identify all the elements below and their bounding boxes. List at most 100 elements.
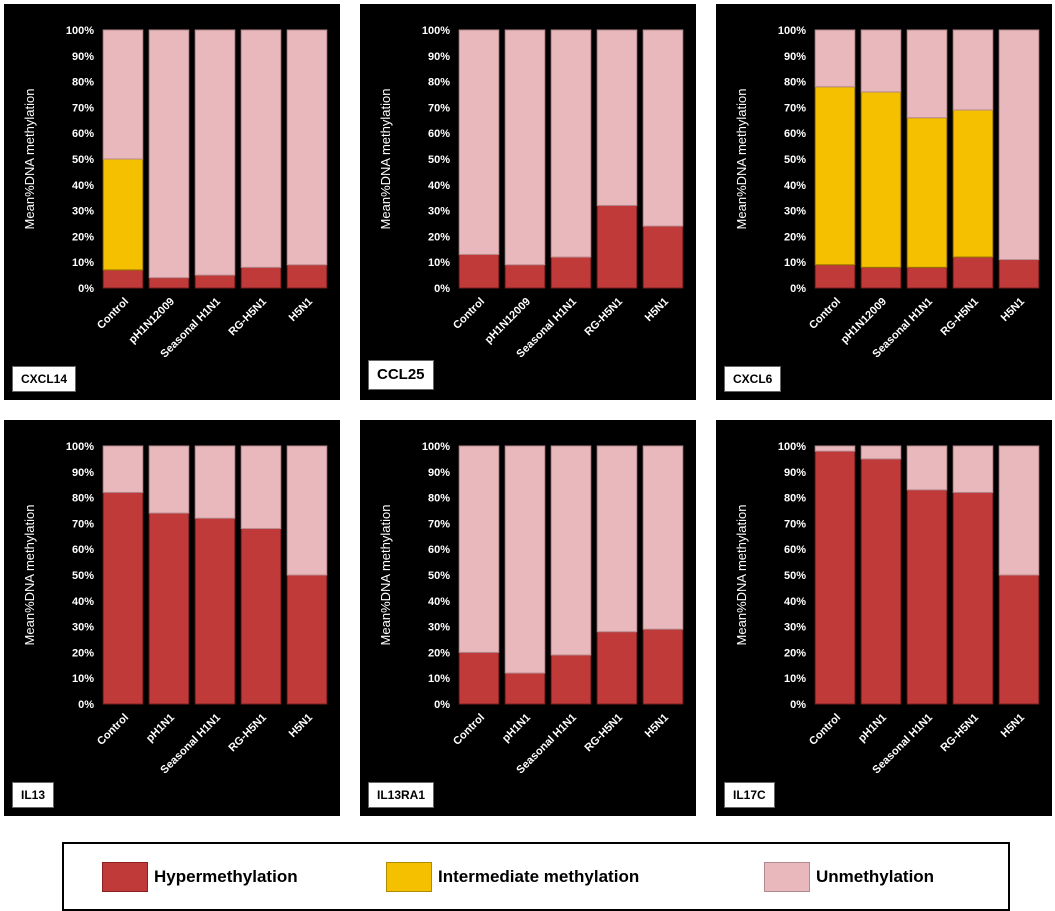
bar-segment-hyper xyxy=(642,225,684,289)
gene-label-ccl25: CCL25 xyxy=(368,360,434,390)
y-tick-label: 80% xyxy=(428,77,450,89)
bar-segment-hyper xyxy=(194,517,236,705)
y-tick-label: 20% xyxy=(428,647,450,659)
y-tick-label: 80% xyxy=(72,493,94,505)
chart-panel-cxcl6: Mean%DNA methylation 0% 10% 20% 30% 40% 50% 60%… xyxy=(716,4,1052,400)
y-tick-label: 40% xyxy=(72,596,94,608)
bar-segment-hyper xyxy=(148,512,190,705)
y-tick-label: 100% xyxy=(422,25,450,37)
y-tick-label: 100% xyxy=(66,25,94,37)
chart-panel-il13ra1: Mean%DNA methylation 0% 10% 20% 30% 40% 50% 60%… xyxy=(360,420,696,816)
bar-segment-hyper xyxy=(596,631,638,705)
y-tick-label: 60% xyxy=(428,128,450,140)
y-tick-label: 100% xyxy=(778,25,806,37)
y-tick-label: 30% xyxy=(72,622,94,634)
x-tick-label: H5N1 xyxy=(643,712,671,740)
bar-segment-hyper xyxy=(814,450,856,705)
bar-segment-unmethylated xyxy=(814,29,856,88)
bar-segment-unmethylated xyxy=(286,445,328,576)
y-axis-label: Mean%DNA methylation xyxy=(22,89,37,230)
legend-item-unmethylated: Unmethylation xyxy=(764,862,934,892)
bar-segment-unmethylated xyxy=(148,29,190,279)
bar-segment-intermediate xyxy=(860,91,902,268)
bar-segment-hyper xyxy=(860,458,902,705)
y-tick-label: 60% xyxy=(72,544,94,556)
legend-swatch-unmethylated xyxy=(764,862,810,892)
bar-segment-hyper xyxy=(504,672,546,705)
chart-panel-cxcl14: Mean%DNA methylation 0% 10% 20% 30% 40% 50% 60%… xyxy=(4,4,340,400)
gene-label-il13: IL13 xyxy=(12,782,55,808)
bar-segment-hyper xyxy=(504,264,546,289)
bar-segment-unmethylated xyxy=(906,29,948,119)
y-tick-label: 60% xyxy=(72,128,94,140)
y-tick-label: 20% xyxy=(784,231,806,243)
bar-segment-unmethylated xyxy=(286,29,328,266)
legend-item-intermediate: Intermediate methylation xyxy=(386,862,639,892)
y-tick-label: 50% xyxy=(72,570,94,582)
x-tick-label: Control xyxy=(451,712,487,748)
y-tick-label: 10% xyxy=(72,673,94,685)
bar-segment-unmethylated xyxy=(952,445,994,493)
chart-cxcl14: Mean%DNA methylation 0% 10% 20% 30% 40% 50% 60%… xyxy=(22,25,328,360)
y-tick-label: 40% xyxy=(784,596,806,608)
gene-label-cxcl14: CXCL14 xyxy=(12,366,77,392)
chart-panel-il17c: Mean%DNA methylation 0% 10% 20% 30% 40% 50% 60%… xyxy=(716,420,1052,816)
chart-ccl25: Mean%DNA methylation 0% 10% 20% 30% 40% 50% 60%… xyxy=(378,25,684,360)
y-axis-label: Mean%DNA methylation xyxy=(378,89,393,230)
gene-label-il13ra1: IL13RA1 xyxy=(368,782,435,808)
y-tick-label: 80% xyxy=(784,493,806,505)
bar-segment-unmethylated xyxy=(998,29,1040,261)
y-tick-label: 10% xyxy=(428,673,450,685)
bar-segment-unmethylated xyxy=(642,29,684,227)
bar-segment-hyper xyxy=(952,256,994,289)
x-tick-label: Control xyxy=(95,712,131,748)
y-axis-label: Mean%DNA methylation xyxy=(734,89,749,230)
bar-segment-unmethylated xyxy=(550,445,592,656)
x-tick-label: pH1N1 xyxy=(500,712,533,745)
chart-cxcl6: Mean%DNA methylation 0% 10% 20% 30% 40% 50% 60%… xyxy=(734,25,1040,360)
chart-panel-ccl25: Mean%DNA methylation 0% 10% 20% 30% 40% 50% 60%… xyxy=(360,4,696,400)
y-tick-label: 90% xyxy=(784,51,806,63)
x-tick-label: H5N1 xyxy=(287,712,315,740)
x-tick-label: H5N1 xyxy=(643,296,671,324)
y-tick-label: 10% xyxy=(784,673,806,685)
y-tick-label: 60% xyxy=(784,544,806,556)
bar-segment-hyper xyxy=(458,651,500,705)
chart-legend: Hypermethylation Intermediate methylatio… xyxy=(62,842,1010,911)
bar-segment-hyper xyxy=(550,256,592,289)
y-tick-label: 100% xyxy=(422,441,450,453)
y-tick-label: 70% xyxy=(72,102,94,114)
bar-segment-hyper xyxy=(240,266,282,289)
bar-segment-unmethylated xyxy=(642,445,684,630)
bar-segment-hyper xyxy=(194,274,236,289)
bar-segment-hyper xyxy=(102,269,144,289)
y-tick-label: 70% xyxy=(784,102,806,114)
y-tick-label: 40% xyxy=(72,180,94,192)
bar-segment-hyper xyxy=(906,489,948,705)
y-tick-label: 10% xyxy=(784,257,806,269)
y-tick-label: 0% xyxy=(78,699,94,711)
x-tick-label: RG-H5N1 xyxy=(582,296,625,339)
legend-item-hyper: Hypermethylation xyxy=(102,862,298,892)
y-tick-label: 40% xyxy=(428,180,450,192)
x-tick-label: pH1N12009 xyxy=(127,296,177,346)
x-tick-label: RG-H5N1 xyxy=(226,296,269,339)
y-tick-label: 0% xyxy=(790,283,806,295)
legend-label-hyper: Hypermethylation xyxy=(154,867,298,886)
bar-segment-hyper xyxy=(240,528,282,705)
y-tick-label: 50% xyxy=(784,570,806,582)
bar-segment-unmethylated xyxy=(814,445,856,452)
x-tick-label: H5N1 xyxy=(999,712,1027,740)
bar-segment-hyper xyxy=(102,491,144,705)
legend-label-unmethylated: Unmethylation xyxy=(816,867,935,886)
y-tick-label: 20% xyxy=(428,231,450,243)
y-tick-label: 0% xyxy=(434,699,450,711)
y-tick-label: 30% xyxy=(428,622,450,634)
bar-segment-unmethylated xyxy=(194,445,236,519)
x-tick-label: RG-H5N1 xyxy=(582,712,625,755)
y-tick-label: 50% xyxy=(72,154,94,166)
y-tick-label: 20% xyxy=(72,647,94,659)
y-tick-label: 100% xyxy=(66,441,94,453)
y-axis-label: Mean%DNA methylation xyxy=(734,505,749,646)
y-tick-label: 90% xyxy=(72,51,94,63)
